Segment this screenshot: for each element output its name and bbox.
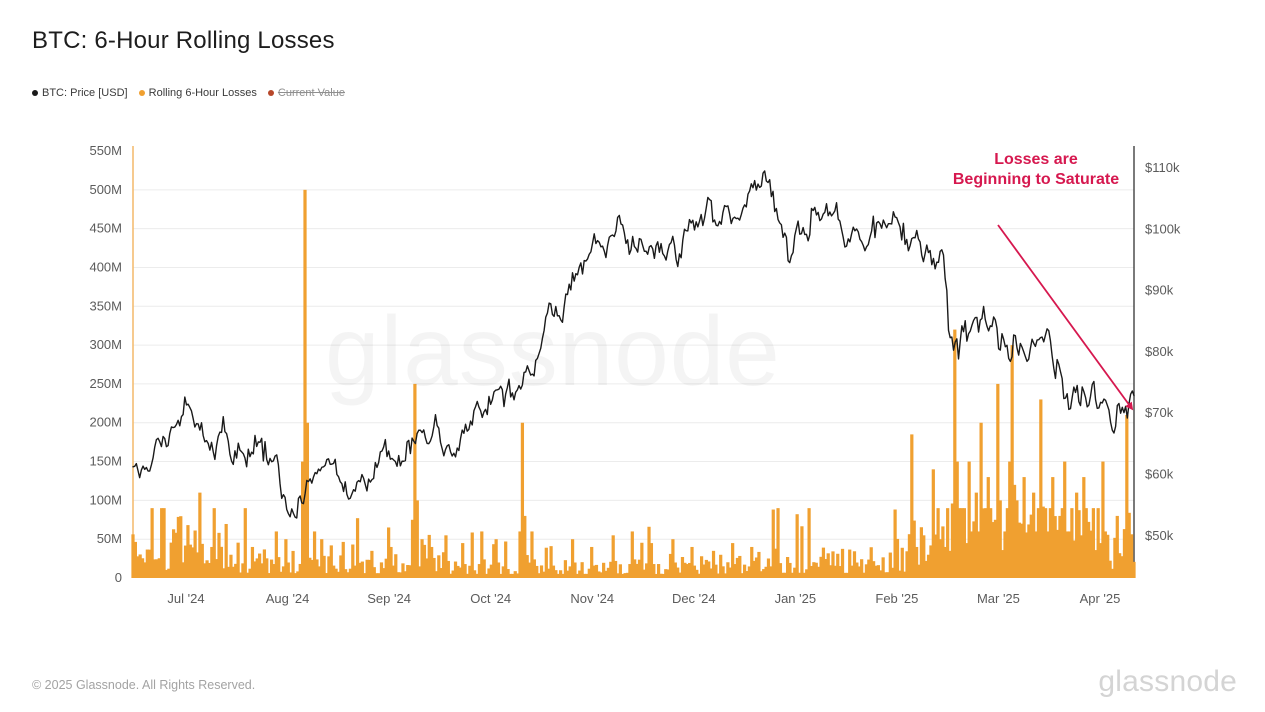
svg-text:0: 0 [115,570,122,585]
svg-text:$80k: $80k [1145,344,1174,359]
svg-text:400M: 400M [89,259,122,274]
svg-text:50M: 50M [97,531,122,546]
svg-text:Oct '24: Oct '24 [470,591,511,606]
svg-text:350M: 350M [89,298,122,313]
svg-text:Nov '24: Nov '24 [570,591,614,606]
svg-text:500M: 500M [89,182,122,197]
svg-text:Apr '25: Apr '25 [1080,591,1121,606]
svg-text:100M: 100M [89,492,122,507]
svg-text:450M: 450M [89,221,122,236]
svg-text:Jul '24: Jul '24 [167,591,204,606]
svg-text:Jan '25: Jan '25 [775,591,817,606]
svg-text:300M: 300M [89,337,122,352]
svg-text:200M: 200M [89,415,122,430]
svg-text:Sep '24: Sep '24 [367,591,411,606]
svg-text:Feb '25: Feb '25 [875,591,918,606]
svg-text:250M: 250M [89,376,122,391]
svg-text:$100k: $100k [1145,221,1181,236]
svg-text:$90k: $90k [1145,283,1174,298]
svg-text:Dec '24: Dec '24 [672,591,716,606]
svg-text:Mar '25: Mar '25 [977,591,1020,606]
svg-text:150M: 150M [89,454,122,469]
svg-text:$70k: $70k [1145,405,1174,420]
svg-text:550M: 550M [89,143,122,158]
svg-text:$60k: $60k [1145,467,1174,482]
svg-text:$50k: $50k [1145,528,1174,543]
svg-text:$110k: $110k [1145,160,1180,175]
svg-text:Aug '24: Aug '24 [266,591,310,606]
